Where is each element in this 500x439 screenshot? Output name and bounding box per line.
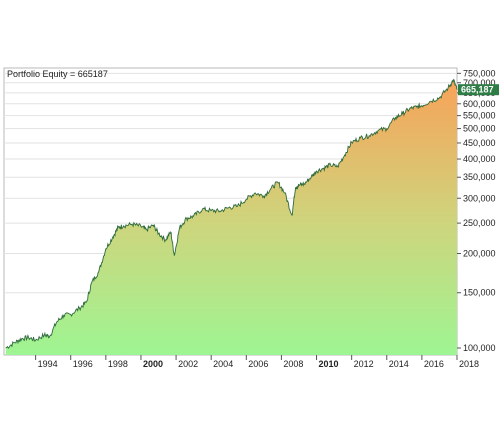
y-tick-label: 700,000 — [463, 78, 496, 88]
y-tick-label: 350,000 — [463, 172, 496, 182]
x-tick-label: 2000 — [143, 359, 163, 369]
chart-title: Portfolio Equity = 665187 — [7, 69, 108, 79]
y-axis: 100,000 150,000 200,000 250,000 300,000 350,0… — [457, 68, 496, 353]
last-value-badge-bg — [458, 84, 499, 96]
equity-line — [5, 78, 458, 349]
x-axis: 1994 1996 1998 2000 2002 2004 2006 2008 2010 2012… — [35, 355, 479, 369]
y-tick-label: 400,000 — [463, 154, 496, 164]
x-tick-label: 2006 — [248, 359, 268, 369]
y-tick-label: 450,000 — [463, 138, 496, 148]
last-value-badge: 665,187 — [458, 84, 499, 96]
x-tick-label: 1996 — [73, 359, 93, 369]
y-tick-label: 200,000 — [463, 249, 496, 259]
y-tick-label: 300,000 — [463, 193, 496, 203]
x-tick-label: 2002 — [178, 359, 198, 369]
equity-area — [5, 79, 458, 355]
x-tick-label: 2018 — [459, 359, 479, 369]
x-tick-label: 2012 — [354, 359, 374, 369]
x-tick-label: 2014 — [389, 359, 409, 369]
y-tick-label: 100,000 — [463, 343, 496, 353]
x-tick-label: 2010 — [319, 359, 339, 369]
y-tick-label: 150,000 — [463, 288, 496, 298]
y-tick-label: 500,000 — [463, 124, 496, 134]
x-tick-label: 2008 — [283, 359, 303, 369]
y-tick-label: 750,000 — [463, 68, 496, 78]
x-tick-label: 2004 — [213, 359, 233, 369]
y-tick-label: 600,000 — [463, 99, 496, 109]
y-tick-label: 250,000 — [463, 218, 496, 228]
x-tick-label: 2016 — [424, 359, 444, 369]
x-tick-label: 1994 — [38, 359, 58, 369]
last-value-label: 665,187 — [461, 85, 494, 95]
y-tick-label: 550,000 — [463, 111, 496, 121]
x-tick-label: 1998 — [108, 359, 128, 369]
